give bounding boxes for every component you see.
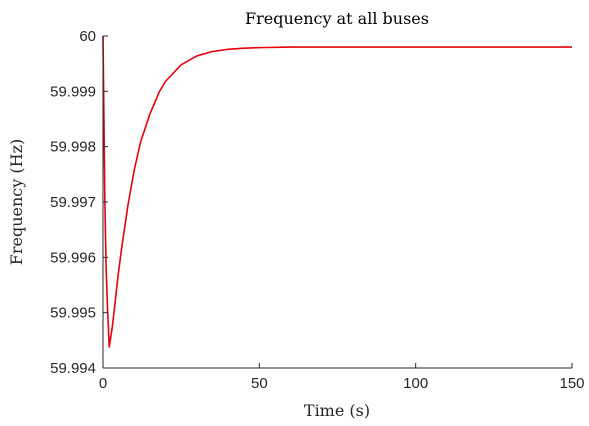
series-line-1 — [102, 35, 572, 348]
y-tick-label: 59.996 — [50, 249, 96, 266]
x-tick-label: 150 — [559, 375, 584, 392]
x-tick-label: 100 — [403, 375, 428, 392]
x-tick-label: 0 — [99, 375, 107, 392]
y-tick-label: 59.995 — [50, 305, 96, 322]
x-tick-label: 50 — [251, 375, 268, 392]
y-axis-title: Frequency (Hz) — [7, 139, 26, 266]
x-axis-title: Time (s) — [304, 401, 370, 420]
y-tick-label: 59.997 — [50, 194, 96, 211]
y-tick-label: 60 — [79, 28, 96, 45]
plot-area — [103, 36, 572, 368]
chart-title: Frequency at all buses — [245, 9, 429, 28]
y-tick-label: 59.998 — [50, 139, 96, 156]
y-tick-label: 59.999 — [50, 83, 96, 100]
series-layer — [102, 35, 572, 348]
ticks-layer: 0 50 100 150 59.994 59.995 59.996 59.997 59.998 5… — [50, 28, 584, 392]
y-tick-label: 59.994 — [50, 360, 96, 377]
